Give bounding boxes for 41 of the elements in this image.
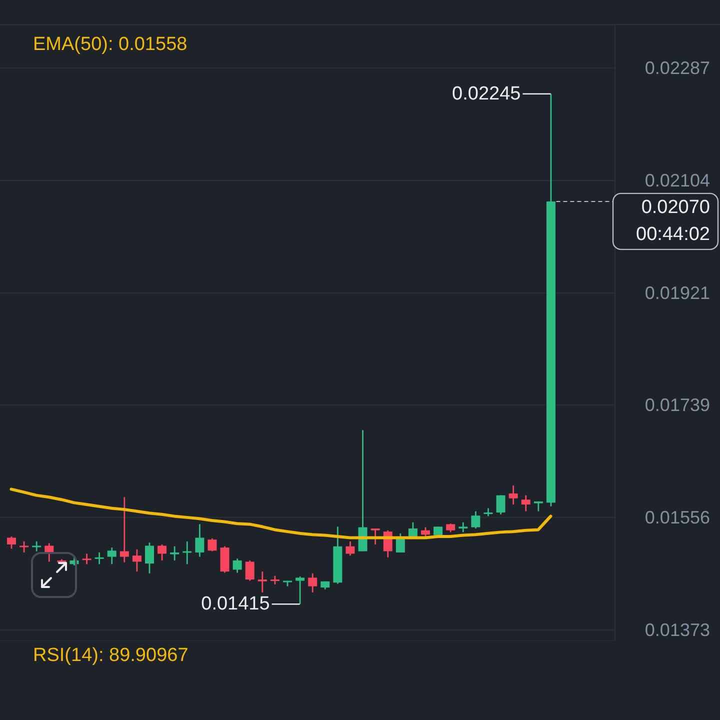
candlestick <box>170 546 180 562</box>
candlestick <box>120 496 129 564</box>
candlestick <box>408 522 418 538</box>
candlestick <box>32 540 42 552</box>
candlestick <box>82 553 92 565</box>
candlestick <box>107 546 116 565</box>
annotation: 0.02245 <box>452 83 521 104</box>
text: EMA(50): 0.01558 <box>33 34 188 55</box>
candlestick <box>308 572 318 594</box>
candlestick <box>521 494 530 512</box>
text: RSI(14): 89.90967 <box>33 645 188 667</box>
annotation: 0.01415 <box>201 594 270 615</box>
candlestick <box>471 510 480 530</box>
text: 0.02070 <box>641 196 710 218</box>
candlestick <box>370 528 380 546</box>
candlestick <box>145 542 154 574</box>
candlestick <box>496 494 506 516</box>
candlestick <box>258 570 267 594</box>
candlestick <box>7 536 16 550</box>
candlestick <box>458 522 468 533</box>
y-tick-label: 0.02287 <box>644 58 710 78</box>
y-tick-label: 0.01739 <box>644 394 710 415</box>
candlestick <box>346 540 355 556</box>
y-tick-label: 0.01556 <box>644 507 710 528</box>
candlestick <box>421 526 430 538</box>
candlestick <box>158 544 167 562</box>
candlestick <box>296 576 305 605</box>
candlestick <box>220 546 230 574</box>
candlestick <box>132 548 142 572</box>
candlestick <box>245 560 254 582</box>
y-tick-label: 0.02104 <box>644 170 710 191</box>
candlestick <box>94 552 104 565</box>
candlestick <box>195 523 204 558</box>
y-tick-label: 0.01373 <box>644 620 710 640</box>
text: 00:44:02 <box>636 224 710 245</box>
candlestick <box>508 484 518 506</box>
candlestick <box>232 558 242 574</box>
candlestick <box>208 538 217 552</box>
y-tick-label: 0.01921 <box>644 283 710 304</box>
candlestick <box>20 540 29 554</box>
candlestick <box>182 540 192 565</box>
